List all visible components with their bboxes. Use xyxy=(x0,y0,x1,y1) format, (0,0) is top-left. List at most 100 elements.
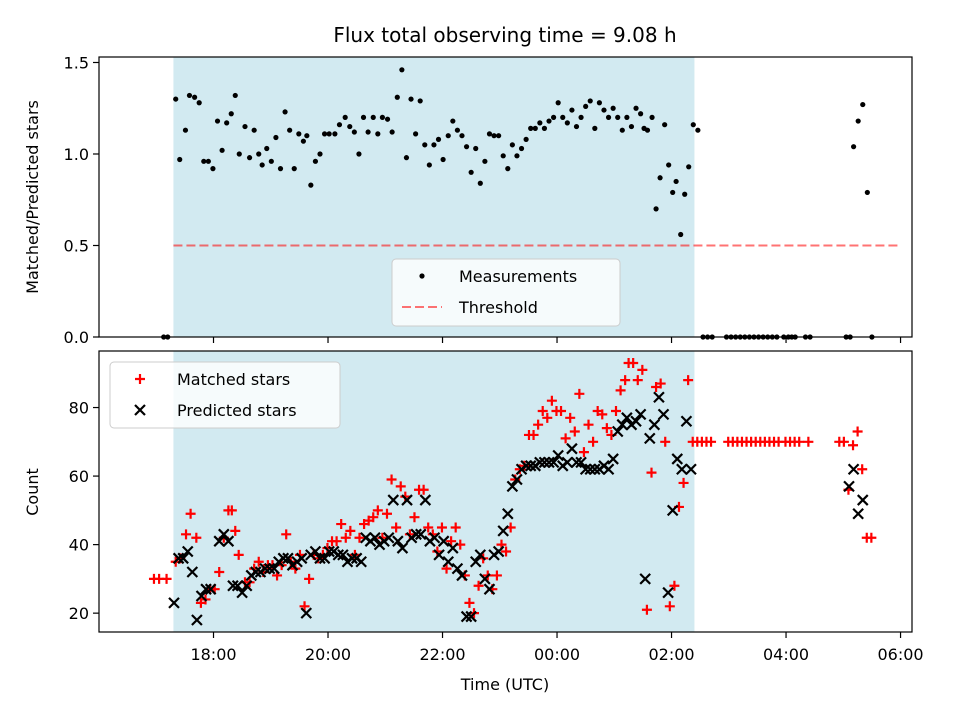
predicted-star-point xyxy=(584,463,597,476)
measurement-point xyxy=(573,123,580,130)
measurement-point xyxy=(583,103,589,110)
matched-star-point xyxy=(546,395,557,406)
matched-star-point xyxy=(542,412,553,423)
predicted-star-point xyxy=(227,579,239,592)
matched-star-point xyxy=(436,522,447,533)
matched-star-point xyxy=(491,570,502,581)
matched-star-point xyxy=(583,419,594,430)
top-panel: 0.0 0.5 1.0 1.5 Measurements Threshold xyxy=(64,53,913,347)
predicted-star-point xyxy=(685,463,697,476)
matched-star-point xyxy=(615,385,626,396)
predicted-star-point xyxy=(497,525,509,537)
predicted-star-point xyxy=(653,391,665,404)
legend-symbol-predicted-stars xyxy=(134,404,146,416)
predicted-star-point xyxy=(410,528,422,541)
bottom-legend: Matched stars Predicted stars xyxy=(109,361,341,429)
measurement-point xyxy=(450,118,456,124)
matched-star-point xyxy=(331,536,342,547)
matched-star-point xyxy=(601,423,612,434)
matched-star-point xyxy=(655,378,666,389)
measurement-point xyxy=(336,122,343,128)
predicted-star-point xyxy=(671,453,684,465)
measurement-point xyxy=(282,109,288,115)
matched-star-point xyxy=(620,375,631,386)
matched-star-point xyxy=(669,580,680,591)
measurement-point xyxy=(496,133,502,139)
measurement-point xyxy=(347,123,353,130)
matched-star-point xyxy=(340,532,351,543)
matched-star-point xyxy=(632,375,643,386)
matched-star-point xyxy=(501,546,512,557)
measurement-point xyxy=(851,144,857,150)
measurement-point xyxy=(192,94,198,100)
measurement-point xyxy=(528,125,534,131)
measurement-point xyxy=(219,147,225,153)
predicted-star-point xyxy=(552,449,564,462)
predicted-star-point xyxy=(222,535,235,547)
matched-star-point xyxy=(664,601,675,612)
predicted-star-point xyxy=(213,535,226,547)
predicted-star-point xyxy=(300,607,313,619)
matched-star-point xyxy=(473,580,484,591)
matched-star-point xyxy=(336,519,347,530)
predicted-star-point xyxy=(392,535,404,547)
matched-star-point xyxy=(866,532,877,543)
predicted-star-point xyxy=(843,480,855,493)
predicted-star-point xyxy=(369,531,381,544)
measurement-point xyxy=(236,151,242,157)
predicted-star-point xyxy=(511,473,523,486)
predicted-star-point xyxy=(538,456,551,469)
measurement-point xyxy=(564,120,570,126)
predicted-star-point xyxy=(414,528,427,541)
y-tick-label: 1.5 xyxy=(64,53,89,72)
matched-star-point xyxy=(706,436,717,447)
predicted-star-point xyxy=(447,542,459,554)
matched-star-point xyxy=(556,405,567,416)
predicted-star-point xyxy=(534,456,546,469)
measurement-point xyxy=(375,131,381,137)
measurement-point xyxy=(541,125,548,131)
y-tick-label: 80 xyxy=(69,399,89,418)
matched-star-point xyxy=(381,508,392,519)
measurement-point xyxy=(633,105,639,111)
measurement-point xyxy=(317,151,323,157)
matched-star-point xyxy=(404,529,415,540)
predicted-star-point xyxy=(168,597,180,609)
measurement-point xyxy=(291,166,297,172)
predicted-star-point xyxy=(570,456,583,469)
measurement-point xyxy=(459,133,465,139)
matched-star-point xyxy=(368,512,379,523)
measurement-point xyxy=(342,114,348,120)
measurement-point xyxy=(403,155,410,161)
predicted-star-point xyxy=(355,555,367,568)
predicted-star-point xyxy=(506,480,519,493)
measurement-point xyxy=(463,144,470,150)
y-tick-label: 20 xyxy=(69,604,89,623)
measurement-point xyxy=(440,156,446,163)
measurement-point xyxy=(384,116,391,122)
x-tick-label: 18:00 xyxy=(190,645,236,664)
measurement-point xyxy=(351,129,357,135)
matched-star-point xyxy=(304,573,315,584)
x-tick-label: 04:00 xyxy=(763,645,809,664)
matched-star-point xyxy=(395,481,406,492)
matched-star-point xyxy=(848,440,859,451)
predicted-star-point xyxy=(186,566,199,578)
measurement-point xyxy=(256,151,262,157)
measurement-point xyxy=(264,145,270,152)
predicted-star-point xyxy=(263,562,276,575)
measurement-point xyxy=(389,129,395,135)
measurement-point xyxy=(670,189,676,196)
predicted-star-point xyxy=(337,549,349,561)
predicted-star-point xyxy=(847,463,860,476)
top-legend: Measurements Threshold xyxy=(391,258,621,327)
measurement-point xyxy=(569,107,575,113)
measurement-point xyxy=(408,96,414,102)
y-tick-label: 60 xyxy=(69,467,89,486)
predicted-star-point xyxy=(607,453,619,465)
measurement-point xyxy=(649,114,655,120)
matched-star-point xyxy=(597,409,608,420)
measurement-point xyxy=(365,129,371,135)
predicted-star-point xyxy=(465,610,477,623)
measurement-point xyxy=(308,182,314,188)
